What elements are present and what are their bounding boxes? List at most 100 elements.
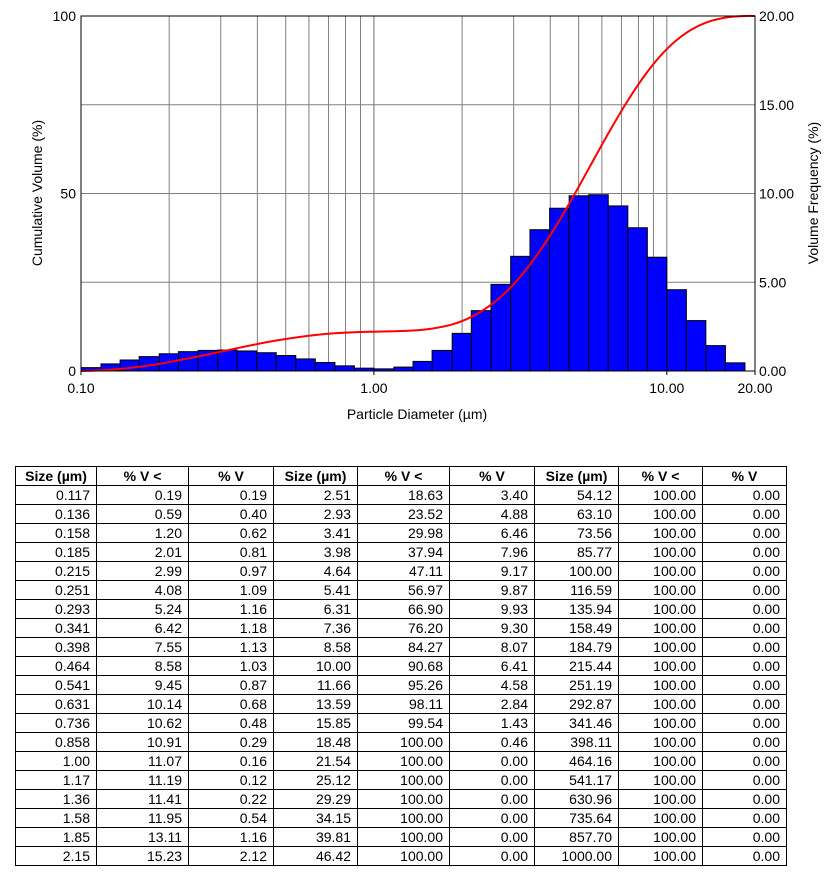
table-cell: 11.07 bbox=[96, 751, 189, 771]
table-cell: 100.00 bbox=[618, 675, 703, 695]
table-cell: 0.00 bbox=[702, 732, 787, 752]
x-axis-label: Particle Diameter (µm) bbox=[347, 406, 487, 422]
table-cell: 46.42 bbox=[273, 846, 358, 866]
table-row: 0.631 10.14 0.68 13.59 98.11 2.84 292.87 100.00… bbox=[15, 694, 787, 714]
left-y-tick-label: 100 bbox=[53, 8, 77, 24]
table-cell: 0.341 bbox=[15, 618, 97, 638]
table-cell: 4.88 bbox=[449, 504, 535, 524]
table-cell: 158.49 bbox=[534, 618, 619, 638]
table-cell: 99.54 bbox=[357, 713, 450, 733]
table-cell: 37.94 bbox=[357, 542, 450, 562]
table-cell: 0.215 bbox=[15, 561, 97, 581]
table-cell: 100.00 bbox=[357, 827, 450, 847]
table-cell: 292.87 bbox=[534, 694, 619, 714]
column-header: % V bbox=[449, 466, 535, 486]
right-y-tick-label: 15.00 bbox=[759, 97, 794, 113]
table-cell: 100.00 bbox=[618, 808, 703, 828]
table-cell: 0.87 bbox=[188, 675, 274, 695]
table-cell: 100.00 bbox=[357, 732, 450, 752]
table-cell: 100.00 bbox=[357, 808, 450, 828]
column-header: % V < bbox=[618, 466, 703, 486]
table-cell: 100.00 bbox=[618, 789, 703, 809]
table-row: 1.00 11.07 0.16 21.54 100.00 0.00 464.16 100.00… bbox=[15, 751, 787, 771]
table-cell: 3.98 bbox=[273, 542, 358, 562]
left-y-tick-label: 0 bbox=[68, 363, 76, 379]
table-cell: 63.10 bbox=[534, 504, 619, 524]
table-cell: 0.00 bbox=[702, 789, 787, 809]
table-cell: 0.464 bbox=[15, 656, 97, 676]
table-cell: 15.85 bbox=[273, 713, 358, 733]
left-y-tick-label: 50 bbox=[60, 186, 76, 202]
table-cell: 54.12 bbox=[534, 485, 619, 505]
table-cell: 0.00 bbox=[702, 580, 787, 600]
table-cell: 13.11 bbox=[96, 827, 189, 847]
plot-frame bbox=[80, 15, 756, 372]
table-row: 0.464 8.58 1.03 10.00 90.68 6.41 215.44 100.00 0… bbox=[15, 656, 787, 676]
table-row: 0.158 1.20 0.62 3.41 29.98 6.46 73.56 100.00 0.0… bbox=[15, 523, 787, 543]
table-cell: 100.00 bbox=[618, 561, 703, 581]
table-cell: 2.12 bbox=[188, 846, 274, 866]
column-header: % V < bbox=[357, 466, 450, 486]
table-cell: 100.00 bbox=[618, 751, 703, 771]
table-cell: 7.36 bbox=[273, 618, 358, 638]
frequency-bar bbox=[431, 349, 453, 372]
table-cell: 100.00 bbox=[618, 656, 703, 676]
table-cell: 2.99 bbox=[96, 561, 189, 581]
table-cell: 135.94 bbox=[534, 599, 619, 619]
table-cell: 95.26 bbox=[357, 675, 450, 695]
table-cell: 9.30 bbox=[449, 618, 535, 638]
table-cell: 630.96 bbox=[534, 789, 619, 809]
table-header-row: Size (µm)% V <% V Size (µm)% V <% V Size (… bbox=[15, 466, 787, 486]
table-cell: 1.43 bbox=[449, 713, 535, 733]
table-cell: 10.62 bbox=[96, 713, 189, 733]
frequency-bar bbox=[256, 352, 277, 372]
table-row: 0.185 2.01 0.81 3.98 37.94 7.96 85.77 100.00 0.0… bbox=[15, 542, 787, 562]
frequency-bar bbox=[295, 358, 316, 372]
table-cell: 251.19 bbox=[534, 675, 619, 695]
table-cell: 0.00 bbox=[702, 808, 787, 828]
right-y-tick-label: 5.00 bbox=[759, 274, 786, 290]
frequency-bar bbox=[451, 332, 472, 372]
table-cell: 4.08 bbox=[96, 580, 189, 600]
table-cell: 1.16 bbox=[188, 599, 274, 619]
table-cell: 2.93 bbox=[273, 504, 358, 524]
table-cell: 100.00 bbox=[618, 713, 703, 733]
table-cell: 29.98 bbox=[357, 523, 450, 543]
table-cell: 25.12 bbox=[273, 770, 358, 790]
table-cell: 6.41 bbox=[449, 656, 535, 676]
frequency-bar bbox=[666, 289, 687, 372]
column-header: Size (µm) bbox=[273, 466, 358, 486]
x-tick-label: 10.00 bbox=[649, 380, 684, 396]
table-cell: 9.87 bbox=[449, 580, 535, 600]
frequency-bar bbox=[314, 361, 336, 372]
table-cell: 0.00 bbox=[702, 504, 787, 524]
table-cell: 100.00 bbox=[618, 485, 703, 505]
table-cell: 21.54 bbox=[273, 751, 358, 771]
table-cell: 100.00 bbox=[618, 580, 703, 600]
frequency-bar bbox=[334, 365, 355, 372]
right-y-axis-label: Volume Frequency (%) bbox=[805, 122, 821, 264]
table-cell: 0.59 bbox=[96, 504, 189, 524]
table-cell: 0.293 bbox=[15, 599, 97, 619]
table-cell: 8.58 bbox=[96, 656, 189, 676]
table-cell: 0.00 bbox=[702, 827, 787, 847]
table-cell: 0.00 bbox=[702, 770, 787, 790]
table-cell: 47.11 bbox=[357, 561, 450, 581]
table-cell: 0.46 bbox=[449, 732, 535, 752]
table-row: 0.736 10.62 0.48 15.85 99.54 1.43 341.46 100.00… bbox=[15, 713, 787, 733]
table-cell: 13.59 bbox=[273, 694, 358, 714]
axis-tick-labels: 0.10 1.00 10.00 20.00 0 50 100 0.00 5.00 10.00 15.… bbox=[53, 8, 795, 396]
table-cell: 398.11 bbox=[534, 732, 619, 752]
table-cell: 84.27 bbox=[357, 637, 450, 657]
table-cell: 0.00 bbox=[702, 523, 787, 543]
table-cell: 0.00 bbox=[449, 827, 535, 847]
table-cell: 2.15 bbox=[15, 846, 97, 866]
table-cell: 90.68 bbox=[357, 656, 450, 676]
table-row: 2.15 15.23 2.12 46.42 100.00 0.00 1000.00 100.0… bbox=[15, 846, 787, 866]
table-cell: 0.736 bbox=[15, 713, 97, 733]
left-y-axis-label: Cumulative Volume (%) bbox=[29, 120, 45, 266]
table-cell: 0.251 bbox=[15, 580, 97, 600]
column-header: Size (µm) bbox=[534, 466, 619, 486]
table-cell: 11.19 bbox=[96, 770, 189, 790]
table-cell: 100.00 bbox=[618, 694, 703, 714]
